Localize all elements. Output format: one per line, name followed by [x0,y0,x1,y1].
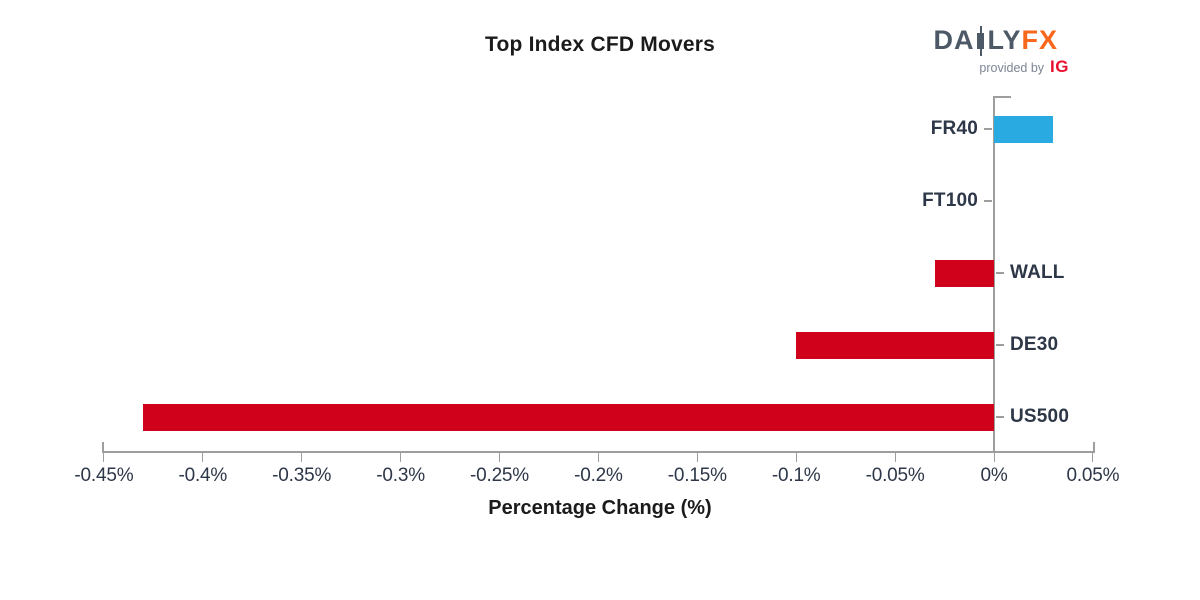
x-axis-endcap-right [1092,442,1095,451]
x-tick-label: 0% [980,465,1008,486]
category-label-wall: WALL [1010,262,1065,283]
x-tick [1092,453,1094,462]
provided-by-line: provided by IG [933,57,1069,77]
x-axis-endcap-left [101,442,104,451]
y-tick-fr40 [984,128,992,130]
category-label-de30: DE30 [1010,334,1059,355]
bar-de30 [796,331,994,359]
x-tick-label: -0.3% [376,465,425,486]
logo-text-da: DA [933,25,975,55]
category-label-ft100: FT100 [922,190,978,211]
x-tick-label: -0.05% [865,465,925,486]
logo-text-fx: FX [1021,25,1058,55]
x-tick [103,453,105,462]
dailyfx-wordmark: DA LY FX [933,25,1058,56]
x-tick-label: -0.25% [469,465,530,486]
x-tick [696,453,698,462]
bar-us500 [143,403,994,431]
ig-logo: IG [1050,57,1069,76]
bar-fr40 [994,115,1054,143]
x-tick [894,453,896,462]
x-tick-label: -0.45% [74,465,134,486]
y-axis-topcap [993,96,1011,98]
y-tick-ft100 [984,200,992,202]
x-tick-label: -0.15% [667,465,727,486]
x-tick [795,453,797,462]
x-axis-label: Percentage Change (%) [488,497,712,519]
category-label-fr40: FR40 [930,118,978,139]
category-label-us500: US500 [1010,406,1070,427]
provided-by-text: provided by [979,61,1045,75]
y-tick-us500 [996,416,1004,418]
y-tick-wall [996,272,1004,274]
y-axis-line [993,96,995,452]
x-tick-label: 0.05% [1066,465,1120,486]
dailyfx-logo: DA LY FX provided by IG [933,25,1069,77]
x-tick [993,453,995,462]
y-tick-de30 [996,344,1004,346]
x-axis-line [101,451,1095,453]
x-tick [400,453,402,462]
x-tick [301,453,303,462]
x-tick-label: -0.1% [771,465,821,486]
x-tick-label: -0.35% [272,465,332,486]
x-tick-label: -0.2% [574,465,623,486]
x-tick [202,453,204,462]
logo-text-ly: LY [987,25,1022,55]
chart-title: Top Index CFD Movers [485,33,715,56]
bar-wall [934,259,994,287]
x-tick [499,453,500,462]
x-tick [597,453,599,462]
candlestick-icon [976,25,985,56]
x-tick-label: -0.4% [178,465,228,486]
